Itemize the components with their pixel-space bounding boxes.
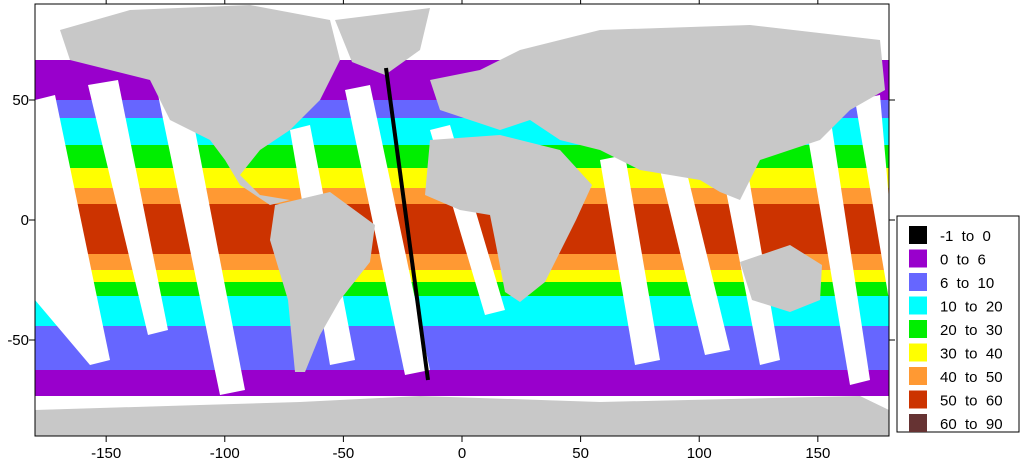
legend-swatch [909, 343, 927, 362]
legend-label: 40 to 50 [940, 369, 1003, 386]
x-tick-label: 0 [458, 445, 466, 462]
legend-swatch [909, 296, 927, 315]
x-tick-label: -100 [210, 445, 240, 462]
legend-label: 0 to 6 [940, 252, 986, 269]
x-tick-label: -150 [91, 445, 121, 462]
x-tick-label: 150 [805, 445, 830, 462]
x-tick-label: 50 [572, 445, 589, 462]
legend-label: -1 to 0 [940, 228, 991, 245]
legend-swatch [909, 249, 927, 268]
map-image [35, 4, 889, 436]
legend-swatch [909, 273, 927, 291]
x-tick-label: 100 [687, 445, 712, 462]
x-tick-label: -50 [333, 445, 355, 462]
y-tick-label: 50 [12, 92, 29, 109]
legend-label: 6 to 10 [940, 275, 994, 292]
legend-swatch [909, 367, 927, 385]
legend-label: 10 to 20 [940, 299, 1003, 316]
legend-swatch [909, 414, 927, 432]
legend-swatch [909, 320, 927, 338]
legend-label: 60 to 90 [940, 416, 1003, 433]
legend-label: 50 to 60 [940, 393, 1003, 410]
legend-swatch [909, 390, 927, 409]
y-tick-label: 0 [21, 212, 29, 229]
legend-swatch [909, 226, 927, 244]
legend-label: 30 to 40 [940, 346, 1003, 363]
y-tick-label: -50 [7, 332, 29, 349]
legend-label: 20 to 30 [940, 322, 1003, 339]
